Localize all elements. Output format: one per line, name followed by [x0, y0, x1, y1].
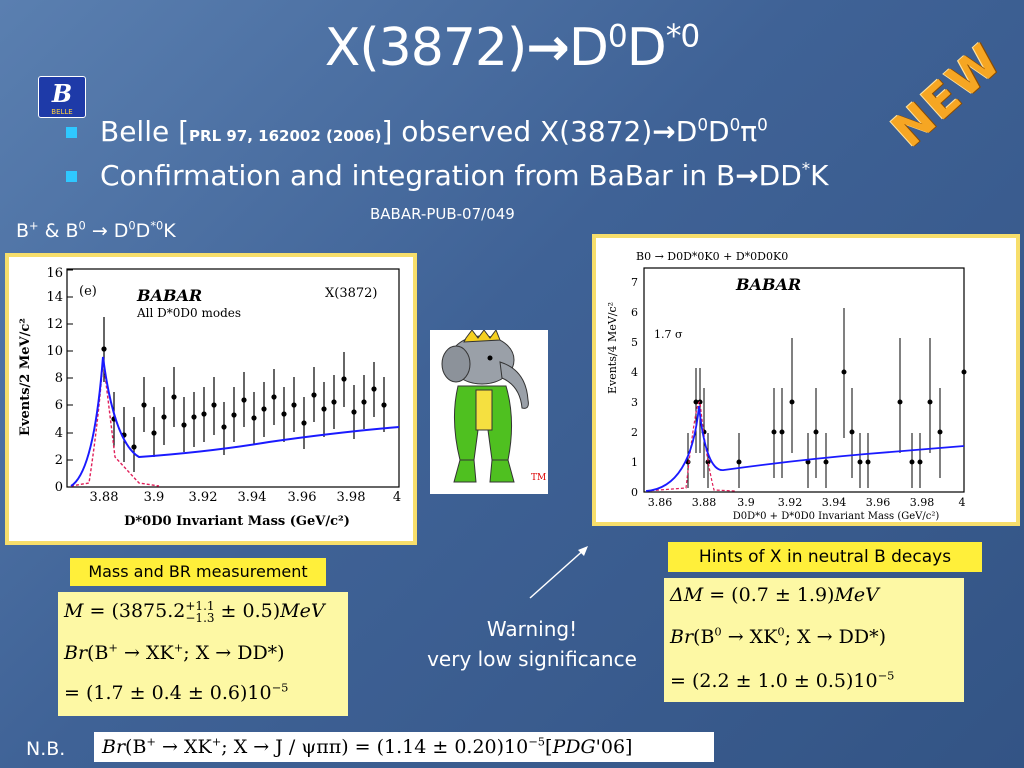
left-plot-subtitle: All D*0D0 modes [136, 306, 241, 320]
left-xtick: 4 [393, 490, 401, 505]
right-xtick: 3.94 [822, 496, 847, 509]
right-ytick: 1 [631, 456, 638, 469]
pdg-formula: Br(B+ → XK+; X → J / ψππ) = (1.14 ± 0.20… [102, 734, 633, 758]
babar-mascot-image: TM [430, 328, 548, 494]
left-xtick: 3.92 [189, 490, 218, 505]
right-ylabel: Events/4 MeV/c² [606, 302, 619, 394]
right-xlabel: D0D*0 + D*0D0 Invariant Mass (GeV/c²) [733, 511, 940, 522]
right-xtick: 3.9 [737, 496, 755, 509]
right-xtick: 3.96 [866, 496, 891, 509]
mass-formula-line3: = (1.7 ± 0.4 ± 0.6)10−5 [64, 680, 289, 704]
mass-box-header: Mass and BR measurement [70, 558, 326, 586]
left-fit-curve [70, 356, 400, 487]
left-xtick: 3.9 [144, 490, 165, 505]
left-x-tag: X(3872) [325, 286, 377, 301]
hints-formula-line3: = (2.2 ± 1.0 ± 0.5)10−5 [670, 668, 895, 692]
right-ytick: 3 [631, 396, 638, 409]
mass-formula-box: M = (3875.2+1.1 −1.3 ± 0.5)MeV Br(B+ → XK… [58, 592, 348, 716]
hints-formula-box: ΔM = (0.7 ± 1.9)MeV Br(B0 → XK0; X → DD*… [664, 578, 964, 702]
left-ytick: 10 [46, 344, 63, 359]
nb-label: N.B. [26, 738, 66, 760]
slide-title: X(3872)→D0D*0 [324, 18, 701, 78]
right-ytick: 4 [631, 366, 638, 379]
mass-formula-line1: M = (3875.2+1.1 −1.3 ± 0.5)MeV [64, 599, 325, 625]
left-ytick: 12 [46, 317, 63, 332]
left-ytick: 14 [46, 290, 63, 305]
right-ytick: 5 [631, 336, 638, 349]
warning-text: Warning! very low significance [402, 614, 662, 674]
left-plot-figure: 0 2 4 6 8 10 12 14 16 3.88 3.9 3.92 3.94… [9, 257, 413, 541]
babar-logo-text: BABAR [735, 275, 801, 294]
bullet-square-icon [66, 127, 77, 138]
right-ytick: 6 [631, 306, 638, 319]
right-xtick: 3.98 [910, 496, 935, 509]
babar-logo-text: BABAR [136, 286, 202, 305]
right-ytick: 7 [631, 276, 638, 289]
right-xtick: 3.88 [692, 496, 717, 509]
left-xlabel: D*0D0 Invariant Mass (GeV/c²) [124, 514, 350, 529]
bullet-square-icon [66, 171, 77, 182]
bullet-babar: Confirmation and integration from BaBar … [66, 156, 829, 196]
warning-arrow-icon [529, 546, 588, 599]
bullet-list: Belle [PRL 97, 162002 (2006)] observed X… [66, 112, 829, 196]
right-ytick: 0 [631, 486, 638, 499]
left-ytick: 6 [55, 398, 63, 413]
left-xtick: 3.98 [337, 490, 366, 505]
left-ytick: 4 [55, 426, 63, 441]
elephant-mascot-icon: TM [441, 328, 546, 483]
warning-line2: very low significance [427, 647, 637, 671]
mascot-tm-mark: TM [531, 473, 546, 483]
mass-formula-line2: Br(B+ → XK+; X → DD*) [64, 640, 285, 664]
pdg-formula-box: Br(B+ → XK+; X → J / ψππ) = (1.14 ± 0.20… [94, 732, 714, 762]
left-ylabel: Events/2 MeV/c² [18, 318, 33, 436]
left-ytick: 8 [55, 371, 63, 386]
belle-logo: B BELLE [38, 76, 86, 118]
left-data-points [101, 317, 387, 472]
decay-label: B+ & B0 → D0D*0K [16, 218, 176, 242]
left-panel-tag: (e) [79, 284, 97, 299]
right-xtick: 3.86 [648, 496, 673, 509]
left-xtick: 3.88 [90, 490, 119, 505]
bullet-belle: Belle [PRL 97, 162002 (2006)] observed X… [66, 112, 829, 156]
left-ytick: 0 [55, 480, 63, 495]
right-fit-curve [645, 405, 965, 492]
left-ytick: 16 [46, 266, 63, 281]
right-plot-header: B0 → D0D*0K0 + D*0D0K0 [636, 250, 788, 263]
babar-pub-ref: BABAR-PUB-07/049 [370, 205, 515, 223]
left-xtick: 3.94 [238, 490, 267, 505]
left-xtick: 3.96 [288, 490, 317, 505]
warning-line1: Warning! [486, 617, 578, 641]
right-xtick: 3.92 [778, 496, 803, 509]
hints-box-header: Hints of X in neutral B decays [668, 542, 982, 572]
left-ytick: 2 [55, 453, 63, 468]
right-plot-panel: B0 → D0D*0K0 + D*0D0K0 0 1 2 3 4 5 6 7 3… [592, 234, 1020, 526]
hints-formula-line2: Br(B0 → XK0; X → DD*) [670, 624, 887, 648]
significance-label: 1.7 σ [654, 328, 683, 341]
right-plot-figure: B0 → D0D*0K0 + D*0D0K0 0 1 2 3 4 5 6 7 3… [596, 238, 1016, 522]
right-xtick: 4 [959, 496, 966, 509]
left-plot-panel: 0 2 4 6 8 10 12 14 16 3.88 3.9 3.92 3.94… [5, 253, 417, 545]
hints-formula-line1: ΔM = (0.7 ± 1.9)MeV [670, 584, 879, 606]
right-ytick: 2 [631, 426, 638, 439]
